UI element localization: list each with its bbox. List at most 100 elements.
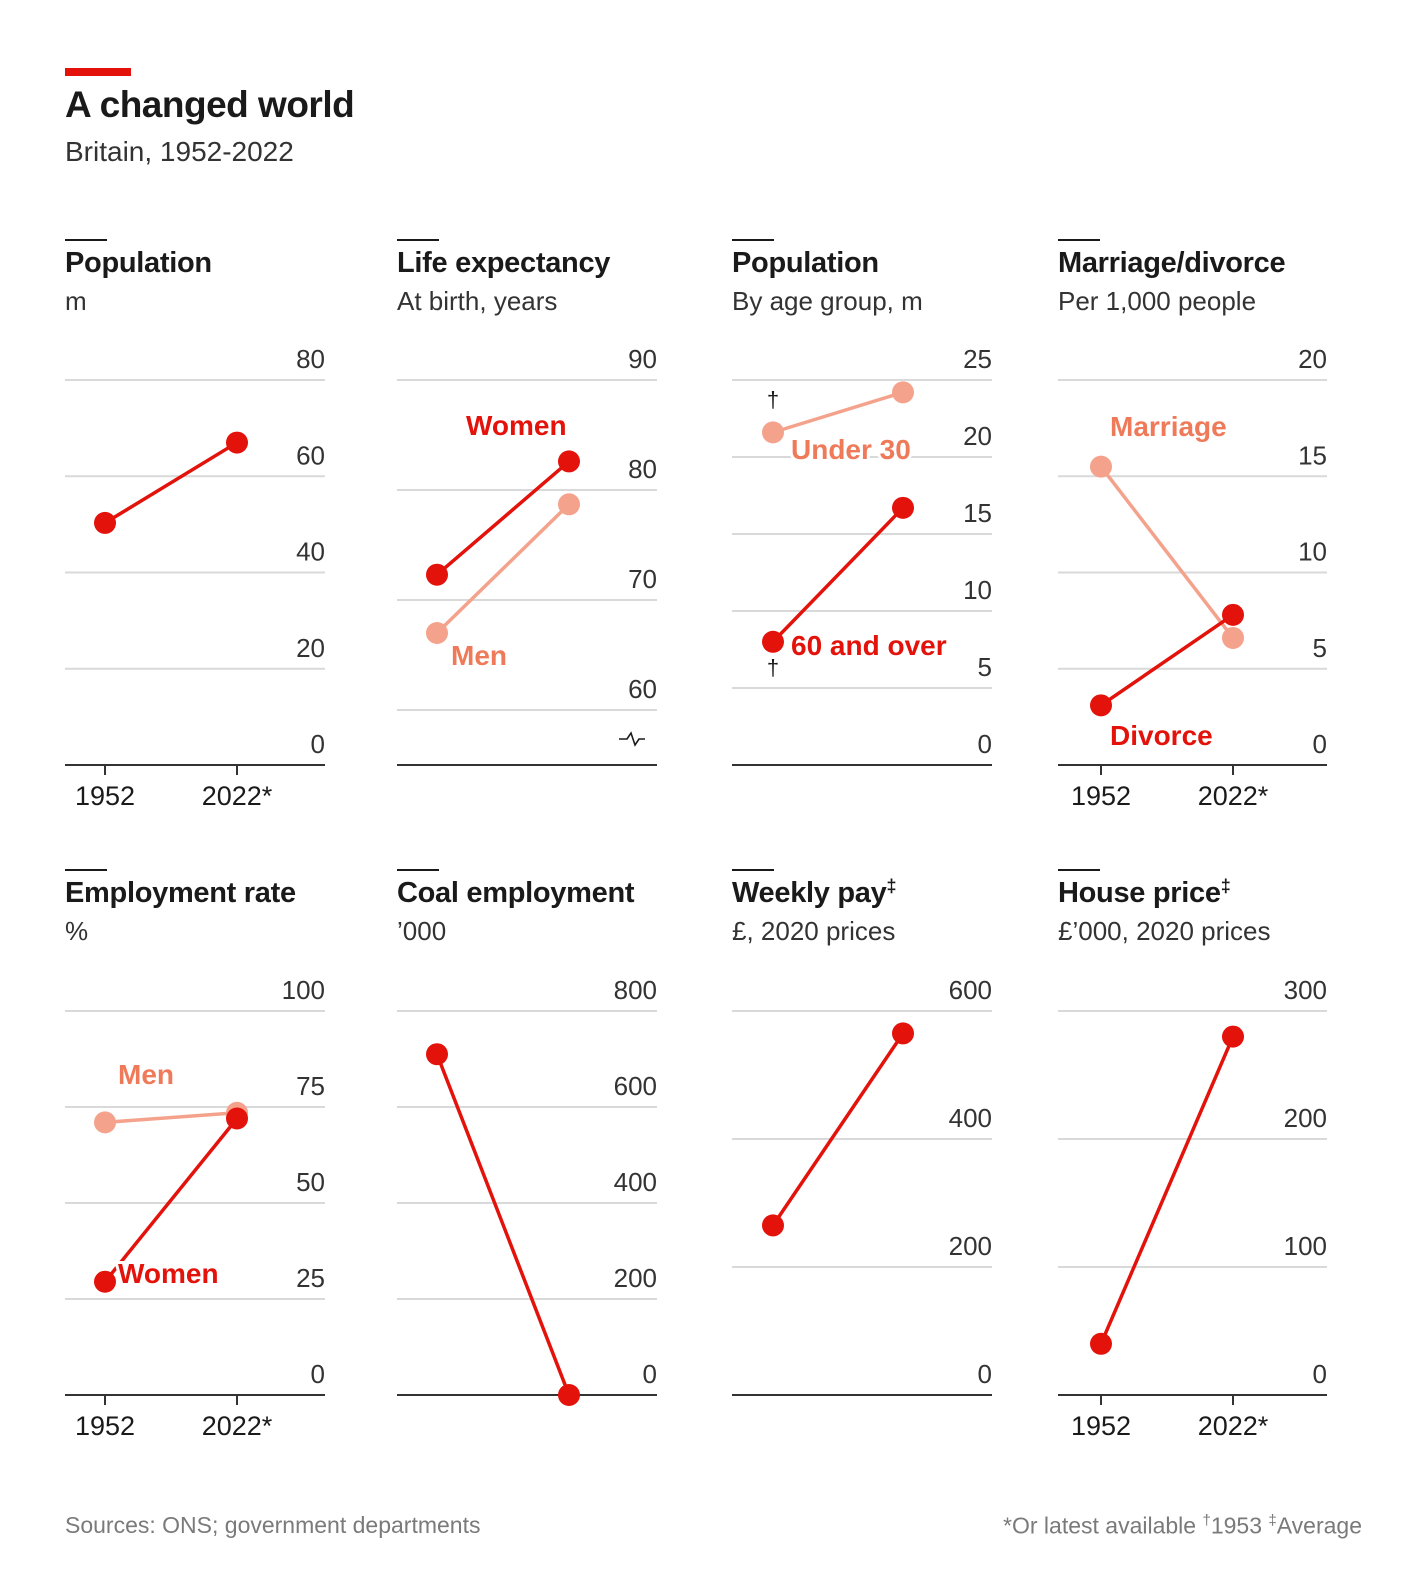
panel-title: Population [65,247,212,279]
footnote-ddagger-mark: ‡ [1268,1512,1277,1529]
data-point [94,1111,116,1134]
y-tick-label: 0 [311,1359,325,1389]
panel-title: Weekly pay‡ [732,876,896,909]
series-line [771,1032,905,1227]
series-line [1100,613,1234,707]
series-line [103,1117,239,1283]
x-tick-label: 2022* [1198,1411,1269,1441]
y-tick-label: 80 [628,454,657,484]
data-point [1222,603,1244,626]
data-point [1090,1332,1112,1355]
series-label: Men [118,1059,174,1090]
panel-subtitle: ’000 [397,916,446,946]
data-point [426,563,448,586]
footnote-star: *Or latest available [1003,1512,1203,1539]
footnote-ddagger-text: Average [1276,1512,1362,1539]
y-tick-label: 20 [1298,344,1327,374]
x-tick-label: 1952 [1071,781,1131,811]
data-point [1222,1025,1244,1048]
data-point [1222,626,1244,649]
x-tick-label: 2022* [202,1411,273,1441]
dagger-mark: † [767,387,779,412]
data-point [558,493,580,516]
y-tick-label: 300 [1284,975,1327,1005]
series-line [772,390,904,435]
data-point [558,1384,580,1406]
y-tick-label: 70 [628,564,657,594]
y-tick-label: 25 [296,1263,325,1293]
y-tick-label: 400 [949,1103,992,1133]
y-tick-label: 15 [963,498,992,528]
y-tick-label: 90 [628,344,657,374]
y-tick-label: 25 [963,344,992,374]
data-point [426,622,448,644]
series-line [435,503,571,635]
series-line [771,506,905,644]
panel-subtitle: By age group, m [732,286,923,316]
axis-break-icon [619,731,645,747]
y-tick-label: 100 [1284,1231,1327,1261]
series-label: Women [466,410,567,441]
y-tick-label: 800 [614,975,657,1005]
y-tick-label: 15 [1298,440,1327,470]
data-point [892,496,914,519]
panel-title: Marriage/divorce [1058,247,1285,279]
y-tick-label: 200 [1284,1103,1327,1133]
data-point [762,630,784,653]
series-line [104,1111,238,1125]
data-point [426,1043,448,1066]
accent-bar [65,68,131,76]
series-line [104,441,238,525]
y-tick-label: 5 [1313,633,1327,663]
panel-title: Coal employment [397,877,635,909]
data-point [226,1107,248,1130]
panel-title-mark: ‡ [886,876,896,896]
series-label: Marriage [1110,411,1227,442]
footnote: *Or latest available †1953 ‡Average [1003,1512,1362,1540]
data-point [892,1022,914,1045]
panel-title: Life expectancy [397,247,610,279]
data-point [226,431,248,454]
x-tick-label: 2022* [1198,781,1269,811]
panel-title: House price‡ [1058,876,1230,909]
y-tick-label: 200 [614,1263,657,1293]
dagger-mark: † [767,655,779,680]
data-point [94,511,116,534]
x-tick-label: 1952 [75,1411,135,1441]
y-tick-label: 75 [296,1071,325,1101]
data-point [558,450,580,473]
y-tick-label: 0 [643,1359,657,1389]
y-tick-label: 0 [311,729,325,759]
series-label: Under 30 [791,434,911,465]
panel-title-mark: ‡ [1221,876,1231,896]
panel-subtitle: £’000, 2020 prices [1058,916,1270,946]
panel-subtitle: £, 2020 prices [732,916,895,946]
chart-title: A changed world [65,84,355,125]
series-label: 60 and over [791,630,947,661]
data-point [762,1214,784,1237]
y-tick-label: 10 [963,575,992,605]
data-point [762,421,784,444]
panel-title: Employment rate [65,877,296,909]
panel-title: Population [732,247,879,279]
y-tick-label: 60 [296,440,325,470]
panel-subtitle: m [65,286,87,316]
series-line [1099,465,1235,640]
y-tick-label: 80 [296,344,325,374]
x-tick-label: 2022* [202,781,273,811]
series-line [435,460,571,577]
data-point [1090,455,1112,478]
y-tick-label: 600 [614,1071,657,1101]
x-tick-label: 1952 [75,781,135,811]
series-line [1099,1035,1235,1345]
series-label: Divorce [1110,720,1213,751]
source-note: Sources: ONS; government departments [65,1512,481,1538]
panel-subtitle: At birth, years [397,286,557,316]
panel-subtitle: Per 1,000 people [1058,286,1256,316]
y-tick-label: 0 [1313,1359,1327,1389]
data-point [1090,694,1112,717]
series-label: Women [118,1258,219,1289]
series-line [435,1053,571,1396]
panel-subtitle: % [65,916,88,946]
